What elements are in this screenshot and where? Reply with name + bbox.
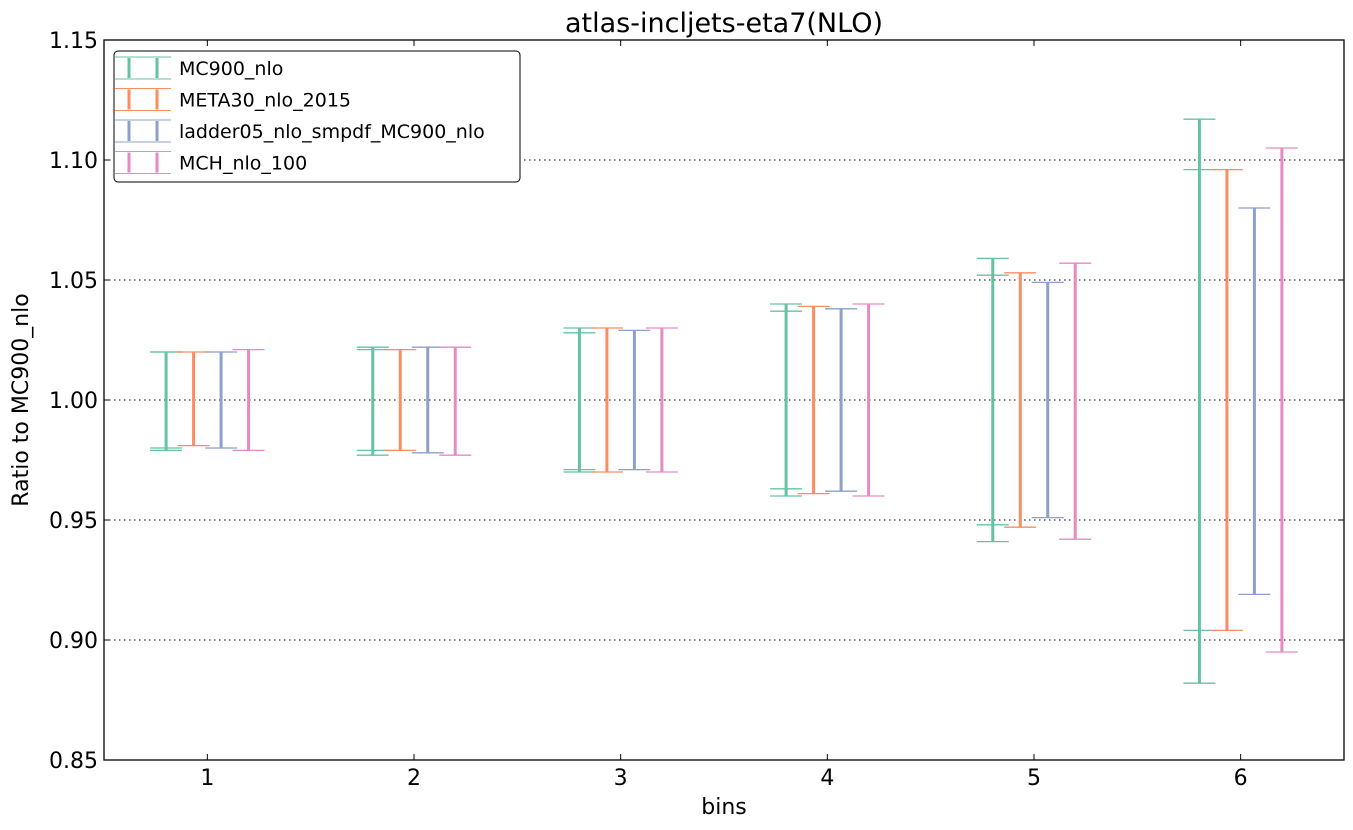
error-bar [852, 303, 885, 497]
legend-entry: ladder05_nlo_smpdf_MC900_nlo [115, 119, 485, 143]
axis-ticks: 0.85 0.90 0.95 1.00 1.05 1.10 1.15 1 2 3 4 5 6 [49, 29, 1344, 791]
error-bar [1031, 281, 1064, 519]
legend-label: ladder05_nlo_smpdf_MC900_nlo [179, 121, 485, 143]
error-bar [1265, 147, 1298, 653]
error-bar [1210, 168, 1243, 632]
error-bar [411, 346, 444, 454]
y-axis-label: Ratio to MC900_nlo [9, 293, 34, 506]
y-tick-label: 1.05 [49, 269, 98, 294]
error-bar [384, 348, 417, 452]
error-bar [563, 327, 596, 473]
error-bar [150, 351, 183, 452]
error-bar [645, 327, 678, 473]
error-bar [825, 308, 858, 492]
chart-title: atlas-incljets-eta7(NLO) [565, 8, 883, 39]
y-tick-label: 1.10 [49, 149, 98, 174]
error-bar [770, 303, 803, 497]
y-tick-label: 0.95 [49, 509, 98, 534]
y-tick-label: 1.00 [49, 389, 98, 414]
error-bar [177, 351, 210, 447]
legend-label: MCH_nlo_100 [179, 153, 307, 175]
error-bar [232, 348, 265, 452]
grid [104, 159, 1344, 641]
x-tick-label: 1 [200, 766, 214, 791]
error-bar [356, 346, 389, 456]
legend-label: META30_nlo_2015 [179, 90, 351, 112]
error-bar [797, 305, 830, 495]
x-tick-label: 4 [820, 766, 834, 791]
legend-entry: META30_nlo_2015 [115, 88, 351, 112]
error-bar [618, 329, 651, 471]
error-bar [1059, 262, 1092, 540]
error-bar [1238, 207, 1271, 596]
error-bar [1004, 272, 1037, 528]
y-tick-label: 0.85 [49, 749, 98, 774]
error-bar [1183, 118, 1216, 684]
x-tick-label: 3 [614, 766, 628, 791]
x-axis-label: bins [701, 795, 746, 820]
error-bar [590, 327, 623, 473]
legend-entry: MC900_nlo [115, 56, 283, 80]
error-bar [976, 257, 1009, 543]
error-bar [439, 346, 472, 456]
x-tick-label: 6 [1234, 766, 1248, 791]
error-bars [150, 118, 1298, 684]
legend-box [113, 50, 521, 183]
x-tick-label: 5 [1027, 766, 1041, 791]
x-tick-label: 2 [407, 766, 421, 791]
y-tick-label: 1.15 [49, 29, 98, 54]
legend-label: MC900_nlo [179, 58, 283, 80]
legend: MC900_nlo META30_nlo_2015 ladder05_nlo_smp… [113, 50, 521, 183]
legend-entry: MCH_nlo_100 [115, 151, 307, 175]
y-tick-label: 0.90 [49, 629, 98, 654]
error-bar [205, 351, 238, 449]
